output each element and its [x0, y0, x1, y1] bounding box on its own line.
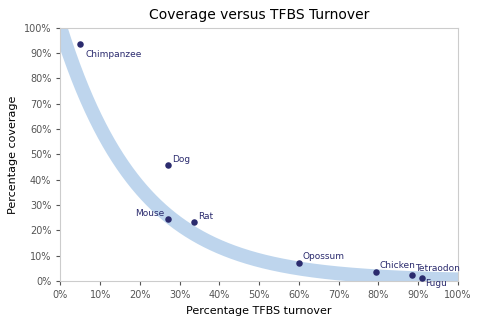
- Title: Coverage versus TFBS Turnover: Coverage versus TFBS Turnover: [149, 8, 369, 22]
- Text: Chicken: Chicken: [380, 261, 416, 271]
- Point: [190, 219, 197, 224]
- Text: Fugu: Fugu: [425, 279, 447, 288]
- Point: [295, 260, 303, 265]
- Y-axis label: Percentage coverage: Percentage coverage: [8, 95, 18, 214]
- Text: Mouse: Mouse: [135, 209, 165, 218]
- Point: [164, 216, 171, 222]
- Text: Opossum: Opossum: [303, 252, 345, 261]
- Text: Chimpanzee: Chimpanzee: [85, 50, 142, 59]
- Text: Tetraodon: Tetraodon: [415, 264, 460, 273]
- Text: Rat: Rat: [198, 212, 214, 221]
- Point: [418, 275, 426, 281]
- X-axis label: Percentage TFBS turnover: Percentage TFBS turnover: [186, 306, 332, 316]
- Point: [76, 41, 84, 47]
- Point: [164, 162, 171, 167]
- Point: [408, 272, 416, 277]
- Text: Dog: Dog: [172, 155, 191, 164]
- Point: [372, 270, 380, 275]
